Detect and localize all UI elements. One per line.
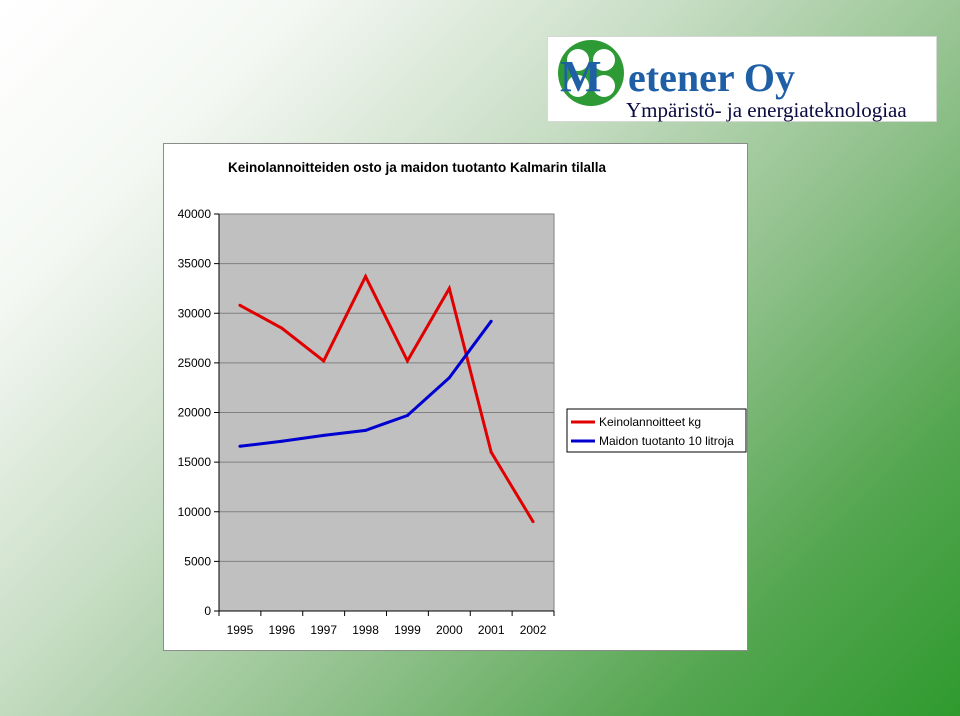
- series-line-1: [239, 273, 535, 523]
- legend: Keinolannoitteet kg Maidon tuotanto 10 li…: [566, 408, 747, 453]
- y-tick-label: 40000: [178, 207, 212, 221]
- logo-tagline: Ympäristö- ja energiateknologiaa: [626, 98, 907, 122]
- y-tick-label: 30000: [178, 306, 212, 320]
- x-tick-label: 1996: [268, 623, 295, 637]
- x-axis: 1995 1996 1997 1998 1999 2000 2001 2002: [218, 610, 555, 637]
- series-2-point: [489, 319, 493, 323]
- series-1-point: [238, 303, 242, 307]
- chart-container: Keinolannoitteiden osto ja maidon tuotan…: [163, 143, 748, 651]
- legend-box: [566, 408, 747, 453]
- y-tick-label: 20000: [178, 406, 212, 420]
- flower-emblem-icon: [558, 40, 624, 106]
- logo-initial: M: [560, 52, 602, 101]
- y-tick-label: 10000: [178, 505, 212, 519]
- x-tick-label: 2000: [436, 623, 463, 637]
- series-1-point: [447, 286, 451, 290]
- legend-label: Keinolannoitteet kg: [599, 415, 701, 429]
- metener-logo: M etener Oy Ympäristö- ja energiateknolo…: [547, 36, 937, 122]
- series-2-point: [447, 376, 451, 380]
- series-1-point: [280, 326, 284, 330]
- logo-graphic: M etener Oy Ympäristö- ja energiateknolo…: [558, 40, 907, 122]
- series-1-point: [405, 359, 409, 363]
- line-chart: Keinolannoitteiden osto ja maidon tuotan…: [178, 160, 747, 637]
- series-2-point: [405, 413, 409, 417]
- y-tick-label: 35000: [178, 257, 212, 271]
- series-1-point: [531, 520, 535, 524]
- x-tick-label: 1998: [352, 623, 379, 637]
- y-tick-label: 15000: [178, 455, 212, 469]
- series-1-point: [364, 275, 368, 279]
- series-2-point: [364, 428, 368, 432]
- x-tick-label: 1997: [310, 623, 337, 637]
- series-2-point: [238, 444, 242, 448]
- y-tick-label: 25000: [178, 356, 212, 370]
- series-1-point: [322, 359, 326, 363]
- series-1-point: [489, 450, 493, 454]
- y-axis: 0 5000 10000 15000 20000 25000 30000 35000 40000: [178, 207, 220, 618]
- x-tick-label: 1999: [394, 623, 421, 637]
- legend-label: Maidon tuotanto 10 litroja: [599, 434, 734, 448]
- x-tick-label: 2002: [520, 623, 547, 637]
- x-tick-label: 2001: [478, 623, 505, 637]
- x-tick-label: 1995: [227, 623, 254, 637]
- series-2-point: [280, 439, 284, 443]
- chart-title: Keinolannoitteiden osto ja maidon tuotan…: [228, 160, 607, 175]
- y-tick-label: 0: [204, 604, 211, 618]
- series-2-point: [322, 433, 326, 437]
- series-layer: [238, 273, 535, 524]
- logo-name: etener Oy: [628, 55, 795, 100]
- y-tick-label: 5000: [184, 554, 211, 568]
